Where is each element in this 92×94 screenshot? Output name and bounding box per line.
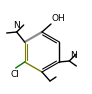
Text: N: N [70, 51, 77, 60]
Text: N: N [13, 22, 20, 30]
Text: OH: OH [52, 14, 66, 23]
Text: Cl: Cl [10, 70, 19, 79]
